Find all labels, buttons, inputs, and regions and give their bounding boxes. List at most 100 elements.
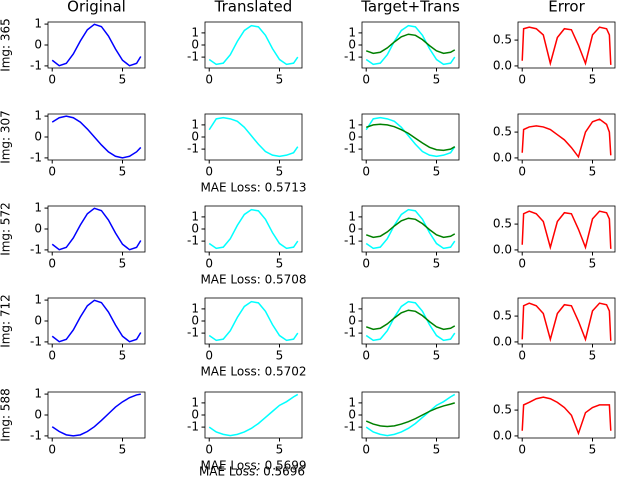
y-tick-label: -1: [187, 234, 199, 248]
x-tick-label: 5: [119, 257, 127, 271]
y-tick-label: 1: [191, 25, 199, 39]
x-tick-label: 0: [205, 73, 213, 87]
x-tick-label: 5: [589, 73, 597, 87]
data-line: [208, 116, 299, 158]
x-tick-label: 5: [276, 349, 284, 363]
axes-frame: [361, 205, 460, 253]
x-tick-label: 5: [119, 443, 127, 457]
y-tick-label: 1: [34, 109, 42, 123]
axes-frame: [204, 205, 303, 253]
x-tick-label: 0: [48, 257, 56, 271]
y-tick-label: -1: [344, 234, 356, 248]
y-tick-label: 0: [34, 408, 42, 422]
y-tick-label: 0.5: [493, 33, 512, 47]
y-tick-label: 0.5: [493, 125, 512, 139]
axes-frame: [204, 21, 303, 69]
axes-frame: [361, 113, 460, 161]
y-tick-label: 1: [191, 117, 199, 131]
axes-frame: [47, 205, 146, 253]
axes-title: Target+Trans: [360, 0, 460, 16]
y-tick-label: 1: [348, 25, 356, 39]
x-axis-label: MAE Loss: 0.5713: [200, 181, 306, 195]
data-line: [365, 33, 456, 55]
data-line: [51, 115, 142, 159]
x-tick-label: 5: [433, 443, 441, 457]
x-tick-label: 0: [205, 165, 213, 179]
data-line: [365, 402, 455, 428]
y-tick-label: 0.0: [493, 242, 512, 256]
axes-frame: [47, 21, 146, 69]
axes-frame: [204, 391, 303, 439]
y-tick-label: 0: [34, 314, 42, 328]
x-tick-label: 0: [362, 73, 370, 87]
axes-frame: [517, 297, 616, 345]
x-axis-label: MAE Loss: 0.5699: [200, 459, 306, 473]
y-tick-label: 0: [191, 314, 199, 328]
axes-frame: [361, 297, 460, 345]
x-tick-label: 0: [518, 73, 526, 87]
y-tick-label: 0: [34, 222, 42, 236]
y-tick-label: 0: [191, 130, 199, 144]
axes-frame: [361, 21, 460, 69]
data-line: [51, 393, 141, 437]
x-tick-label: 0: [205, 257, 213, 271]
axes-title: Error: [548, 0, 585, 16]
x-tick-label: 0: [518, 349, 526, 363]
y-tick-label: -1: [30, 58, 42, 72]
x-tick-label: 5: [589, 349, 597, 363]
y-tick-label: -1: [187, 326, 199, 340]
y-axis-label: Img: 307: [0, 110, 13, 164]
y-tick-label: 1: [348, 209, 356, 223]
y-tick-label: -1: [30, 334, 42, 348]
y-tick-label: 0: [348, 130, 356, 144]
axes-frame: [517, 21, 616, 69]
x-tick-label: 5: [589, 257, 597, 271]
data-line: [208, 393, 299, 437]
x-tick-label: 5: [276, 73, 284, 87]
data-line: [208, 208, 299, 250]
x-axis-label: MAE Loss: 0.5702: [200, 365, 306, 379]
data-line: [365, 24, 456, 66]
x-tick-label: 0: [518, 165, 526, 179]
y-tick-label: -1: [30, 242, 42, 256]
y-tick-label: 0.5: [493, 403, 512, 417]
x-tick-label: 5: [433, 349, 441, 363]
x-tick-label: 0: [205, 443, 213, 457]
y-tick-label: 0.0: [493, 58, 512, 72]
x-tick-label: 5: [589, 443, 597, 457]
y-tick-label: 0: [348, 222, 356, 236]
data-line: [208, 24, 299, 66]
y-tick-label: 0.0: [493, 150, 512, 164]
data-line: [521, 26, 612, 67]
data-line: [365, 208, 456, 250]
x-tick-label: 5: [276, 443, 284, 457]
axes-frame: [47, 297, 146, 345]
data-line: [521, 302, 612, 343]
y-tick-label: -1: [344, 50, 356, 64]
data-line: [365, 300, 456, 342]
data-line: [365, 393, 456, 437]
y-tick-label: -1: [344, 142, 356, 156]
axes-frame: [47, 113, 146, 161]
x-tick-label: 5: [276, 165, 284, 179]
y-tick-label: 1: [191, 301, 199, 315]
x-tick-label: 0: [205, 349, 213, 363]
y-tick-label: 0: [191, 38, 199, 52]
y-tick-label: 0: [348, 38, 356, 52]
y-tick-label: 1: [191, 209, 199, 223]
data-line: [51, 23, 142, 67]
x-tick-label: 0: [362, 443, 370, 457]
y-tick-label: 0: [191, 408, 199, 422]
y-tick-label: 0.5: [493, 217, 512, 231]
data-line: [365, 309, 456, 331]
y-tick-label: 1: [34, 387, 42, 401]
data-line: [208, 300, 299, 342]
y-tick-label: 1: [191, 395, 199, 409]
x-tick-label: 5: [276, 257, 284, 271]
y-axis-label: Img: 588: [0, 388, 13, 442]
axes-title: Original: [67, 0, 126, 16]
y-axis-label: Img: 712: [0, 294, 13, 348]
x-tick-label: 5: [119, 165, 127, 179]
data-line: [365, 217, 456, 239]
y-tick-label: 0.5: [493, 309, 512, 323]
